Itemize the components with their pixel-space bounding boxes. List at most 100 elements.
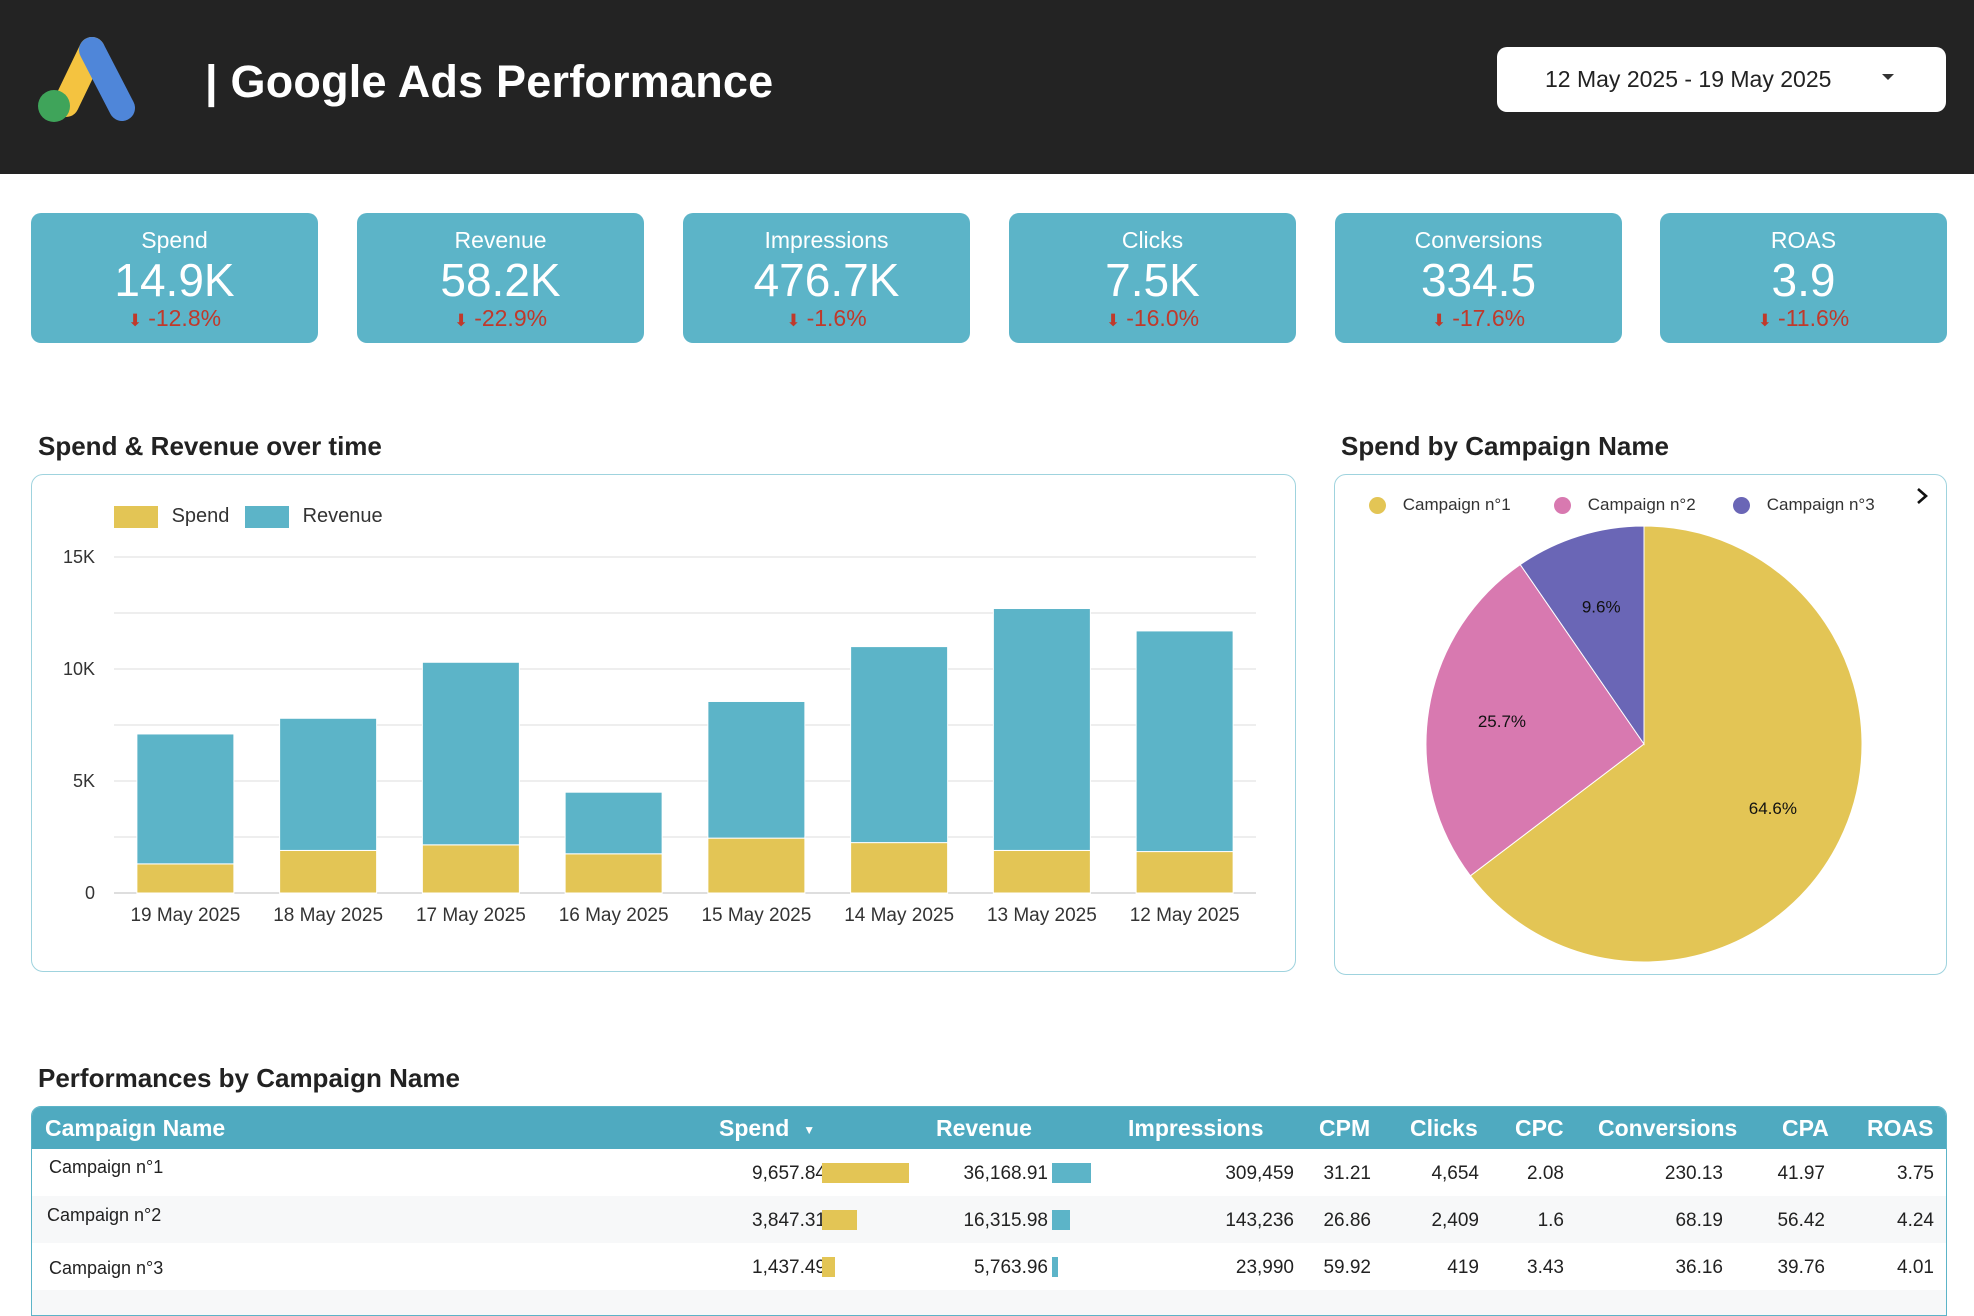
bar-spend[interactable] <box>992 849 1091 894</box>
cell-revenue: 16,315.98 <box>963 1210 1048 1231</box>
kpi-value: 334.5 <box>1420 254 1537 306</box>
legend-spend[interactable]: Spend <box>114 505 229 528</box>
kpi-value: 58.2K <box>440 254 561 306</box>
kpi-delta-value: -16.0% <box>1126 305 1200 331</box>
cell-conversions: 68.19 <box>1675 1210 1723 1231</box>
bar-revenue[interactable] <box>1135 630 1234 853</box>
kpi-delta: ⬇ -12.8% <box>31 305 318 332</box>
x-tick-label: 15 May 2025 <box>701 905 811 926</box>
campaign-table: Campaign Name Spend ▼ Revenue Impressions… <box>31 1106 1947 1316</box>
bar-spend[interactable] <box>707 837 806 894</box>
bar-spend[interactable] <box>1135 851 1234 894</box>
bar-spend[interactable] <box>850 842 949 894</box>
header-campaign-name[interactable]: Campaign Name <box>45 1115 226 1141</box>
bar-chart-title: Spend & Revenue over time <box>38 431 382 461</box>
cell-revenue: 5,763.96 <box>974 1257 1048 1278</box>
table-row[interactable]: Campaign n°3 1,437.49 5,763.96 23,990 59… <box>32 1243 1946 1290</box>
kpi-card-revenue: Revenue 58.2K ⬇ -22.9% <box>357 213 644 343</box>
header-impressions[interactable]: Impressions <box>1128 1115 1264 1141</box>
spend-bar <box>822 1210 857 1230</box>
header-cpm[interactable]: CPM <box>1319 1115 1371 1141</box>
kpi-card-conversions: Conversions 334.5 ⬇ -17.6% <box>1335 213 1622 343</box>
bar-spend[interactable] <box>279 849 378 894</box>
kpi-delta: ⬇ -16.0% <box>1009 305 1296 332</box>
date-range-picker[interactable]: 12 May 2025 - 19 May 2025 <box>1497 47 1946 112</box>
bar-revenue[interactable] <box>850 646 949 844</box>
pie-slice-campaign-3[interactable] <box>1519 525 1645 746</box>
header-clicks[interactable]: Clicks <box>1410 1115 1478 1141</box>
kpi-label: Spend <box>141 227 208 253</box>
kpi-label: ROAS <box>1770 227 1837 253</box>
spend-bar <box>822 1257 835 1277</box>
kpi-card-spend: Spend 14.9K ⬇ -12.8% <box>31 213 318 343</box>
bar-revenue[interactable] <box>136 733 235 865</box>
table-row[interactable]: Campaign n°2 3,847.31 16,315.98 143,236 … <box>32 1196 1946 1243</box>
legend-dot-campaign-1 <box>1369 497 1386 515</box>
cell-clicks: 419 <box>1447 1257 1479 1278</box>
cell-cpa: 41.97 <box>1777 1163 1825 1184</box>
bar-spend[interactable] <box>421 844 520 894</box>
bar-chart-panel: Spend Revenue 0 5K 10K 15K 19 May 2025 18 May… <box>31 474 1296 972</box>
x-tick-label: 19 May 2025 <box>130 905 240 926</box>
legend-campaign-2[interactable]: Campaign n°2 <box>1554 495 1696 515</box>
header-conversions[interactable]: Conversions <box>1598 1115 1738 1141</box>
legend-campaign-3[interactable]: Campaign n°3 <box>1733 495 1875 515</box>
pie-slice-campaign-1[interactable] <box>1469 525 1863 963</box>
header-cpa[interactable]: CPA <box>1782 1115 1829 1141</box>
bar-revenue[interactable] <box>564 791 663 855</box>
cell-roas: 3.75 <box>1897 1163 1934 1184</box>
legend-campaign-1[interactable]: Campaign n°1 <box>1369 495 1511 515</box>
cell-revenue: 36,168.91 <box>963 1163 1048 1184</box>
cell-campaign-name: Campaign n°2 <box>47 1205 162 1225</box>
revenue-bar <box>1052 1210 1070 1230</box>
kpi-value: 7.5K <box>1105 254 1200 306</box>
kpi-delta-value: -1.6% <box>806 305 867 331</box>
pie-slice-label: 64.6% <box>1749 799 1797 818</box>
table-header-row: Campaign Name Spend ▼ Revenue Impressions… <box>32 1107 1946 1149</box>
kpi-label: Impressions <box>764 227 889 253</box>
chevron-right-icon[interactable] <box>1913 485 1933 507</box>
pie-chart-panel: Campaign n°1 Campaign n°2 Campaign n°3 6… <box>1334 474 1947 975</box>
kpi-value: 476.7K <box>753 254 900 306</box>
cell-conversions: 36.16 <box>1675 1257 1723 1278</box>
kpi-label: Conversions <box>1414 227 1543 253</box>
table-row[interactable]: Campaign n°1 9,657.84 36,168.91 309,459 … <box>32 1149 1946 1196</box>
bar-spend[interactable] <box>136 863 235 894</box>
cell-cpa: 56.42 <box>1777 1210 1825 1231</box>
y-tick-label: 0 <box>85 883 95 903</box>
date-range-text: 12 May 2025 - 19 May 2025 <box>1545 66 1832 92</box>
legend-revenue[interactable]: Revenue <box>245 505 383 528</box>
x-tick-label: 13 May 2025 <box>987 905 1097 926</box>
legend-label-spend: Spend <box>171 505 230 527</box>
bar-revenue[interactable] <box>992 608 1091 851</box>
header-roas[interactable]: ROAS <box>1867 1115 1934 1141</box>
x-tick-label: 18 May 2025 <box>273 905 383 926</box>
legend-dot-campaign-2 <box>1554 497 1571 515</box>
bar-revenue[interactable] <box>707 700 806 839</box>
header-spend[interactable]: Spend ▼ <box>719 1115 815 1142</box>
arrow-down-icon: ⬇ <box>453 311 469 330</box>
cell-clicks: 4,654 <box>1431 1163 1479 1184</box>
cell-cpc: 3.43 <box>1527 1257 1564 1278</box>
cell-impressions: 309,459 <box>1225 1163 1294 1184</box>
cell-cpc: 1.6 <box>1537 1210 1564 1231</box>
arrow-down-icon: ⬇ <box>786 311 801 330</box>
header-bar: | Google Ads Performance 12 May 2025 - 1… <box>0 0 1974 174</box>
header-revenue[interactable]: Revenue <box>936 1115 1032 1141</box>
kpi-delta-value: -11.6% <box>1778 305 1850 331</box>
cell-clicks: 2,409 <box>1431 1210 1479 1231</box>
pie-slice-campaign-2[interactable] <box>1425 563 1645 877</box>
kpi-card-impressions: Impressions 476.7K ⬇ -1.6% <box>683 213 970 343</box>
sort-desc-icon: ▼ <box>803 1122 816 1137</box>
bar-revenue[interactable] <box>279 717 378 851</box>
kpi-delta: ⬇ -1.6% <box>683 305 970 332</box>
header-cpc[interactable]: CPC <box>1515 1115 1564 1141</box>
kpi-delta-value: -22.9% <box>474 305 548 331</box>
y-tick-label: 5K <box>73 771 95 791</box>
pie-slice-label: 25.7% <box>1478 712 1526 731</box>
header-spend-label: Spend <box>719 1115 790 1141</box>
kpi-card-clicks: Clicks 7.5K ⬇ -16.0% <box>1009 213 1296 343</box>
bar-spend[interactable] <box>564 853 663 894</box>
bar-revenue[interactable] <box>421 661 520 846</box>
x-tick-label: 17 May 2025 <box>416 905 526 926</box>
